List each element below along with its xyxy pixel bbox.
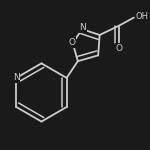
Text: N: N bbox=[80, 23, 86, 32]
Text: N: N bbox=[13, 73, 20, 82]
Text: O: O bbox=[116, 44, 123, 53]
Text: O: O bbox=[68, 38, 75, 47]
Text: OH: OH bbox=[135, 12, 148, 21]
